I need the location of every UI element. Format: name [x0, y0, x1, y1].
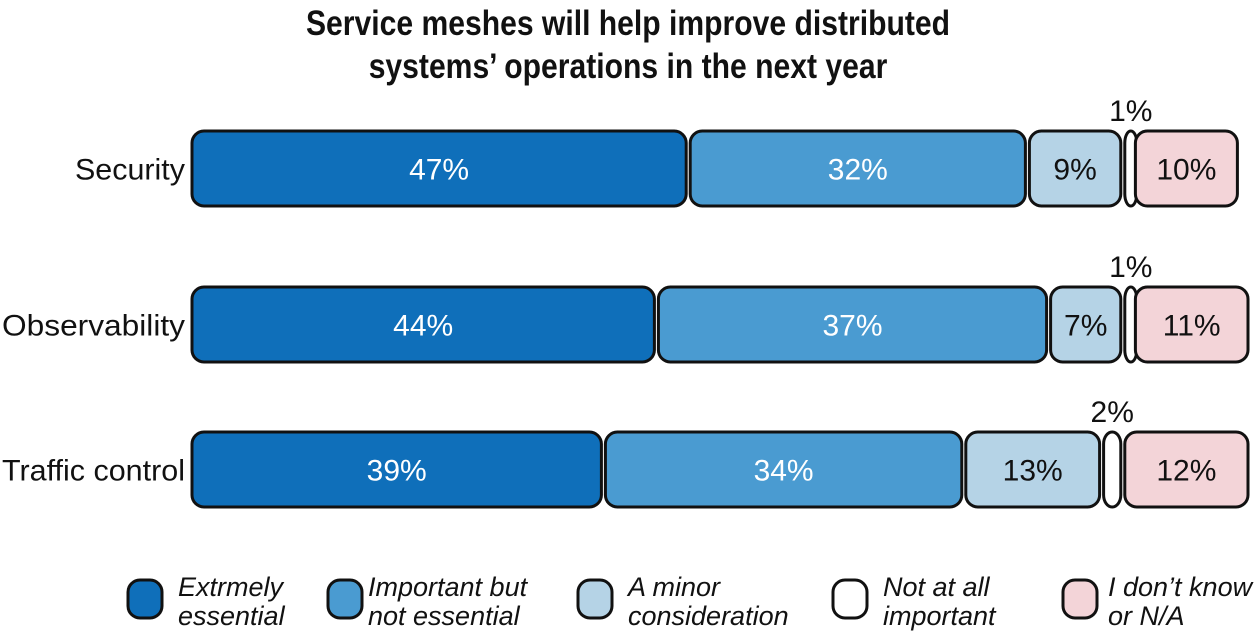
bar-security-a-minor-consideration	[1027, 129, 1123, 208]
legend-label-extrmely-essential-line-2: essential	[178, 601, 286, 631]
legend-swatch-a-minor-consideration	[576, 578, 614, 620]
category-label-traffic-control: Traffic control	[2, 455, 185, 488]
data-label-traffic-control-extrmely-essential: 39%	[367, 455, 427, 488]
chart-title: Service meshes will help improve distrib…	[88, 2, 1168, 88]
legend-label-i-don-t-know-or-n-a-line-1: I don’t know	[1108, 572, 1254, 602]
bar-traffic-control-a-minor-consideration	[964, 430, 1102, 509]
legend-swatch-extrmely-essential	[126, 578, 164, 620]
data-label-observability-a-minor-consideration: 7%	[1064, 310, 1107, 343]
bar-traffic-control-i-don-t-know-or-n-a	[1123, 430, 1250, 509]
legend-label-extrmely-essential-line-1: Extrmely	[178, 572, 285, 602]
data-label-security-extrmely-essential: 47%	[409, 154, 469, 187]
legend-swatch-not-at-all-important	[831, 578, 869, 620]
category-label-observability: Observability	[2, 310, 185, 343]
bar-observability-extrmely-essential	[190, 285, 656, 364]
data-label-observability-extrmely-essential: 44%	[393, 310, 453, 343]
data-label-security-important-but-not-essential: 32%	[828, 154, 888, 187]
data-label-traffic-control-not-at-all-important: 2%	[1091, 396, 1134, 429]
data-label-security-a-minor-consideration: 9%	[1053, 154, 1096, 187]
data-label-observability-i-don-t-know-or-n-a: 11%	[1163, 310, 1221, 343]
chart-title-line-1: Service meshes will help improve distrib…	[305, 4, 951, 43]
bar-security-i-don-t-know-or-n-a	[1133, 129, 1239, 208]
bar-observability-i-don-t-know-or-n-a	[1133, 285, 1250, 364]
bar-observability-important-but-not-essential	[656, 285, 1049, 364]
legend-label-important-but-not-essential-line-2: not essential	[368, 601, 521, 631]
data-label-traffic-control-i-don-t-know-or-n-a: 12%	[1156, 455, 1216, 488]
bar-observability-a-minor-consideration	[1049, 285, 1123, 364]
legend-label-i-don-t-know-or-n-a-line-2: or N/A	[1108, 601, 1185, 631]
chart-title-line-2: systems’ operations in the next year	[368, 47, 888, 86]
data-label-traffic-control-important-but-not-essential: 34%	[754, 455, 814, 488]
bar-traffic-control-extrmely-essential	[190, 430, 603, 509]
legend-label-not-at-all-important-line-1: Not at all	[883, 572, 991, 602]
legend-label-a-minor-consideration-line-1: A minor	[626, 572, 721, 602]
legend-swatch-important-but-not-essential	[326, 578, 364, 620]
legend-swatch-i-don-t-know-or-n-a	[1061, 578, 1099, 620]
bar-security-important-but-not-essential	[688, 129, 1027, 208]
data-label-observability-important-but-not-essential: 37%	[822, 310, 882, 343]
category-label-security: Security	[75, 154, 185, 187]
data-label-observability-not-at-all-important: 1%	[1109, 251, 1152, 284]
bar-traffic-control-important-but-not-essential	[603, 430, 964, 509]
legend-label-important-but-not-essential-line-1: Important but	[368, 572, 529, 602]
legend-label-not-at-all-important-line-2: important	[883, 601, 997, 631]
data-label-security-i-don-t-know-or-n-a: 10%	[1156, 154, 1216, 187]
data-label-security-not-at-all-important: 1%	[1109, 95, 1152, 128]
legend-label-a-minor-consideration-line-2: consideration	[628, 601, 789, 631]
bar-security-extrmely-essential	[190, 129, 688, 208]
data-label-traffic-control-a-minor-consideration: 13%	[1003, 455, 1063, 488]
bar-traffic-control-not-at-all-important	[1102, 430, 1123, 509]
